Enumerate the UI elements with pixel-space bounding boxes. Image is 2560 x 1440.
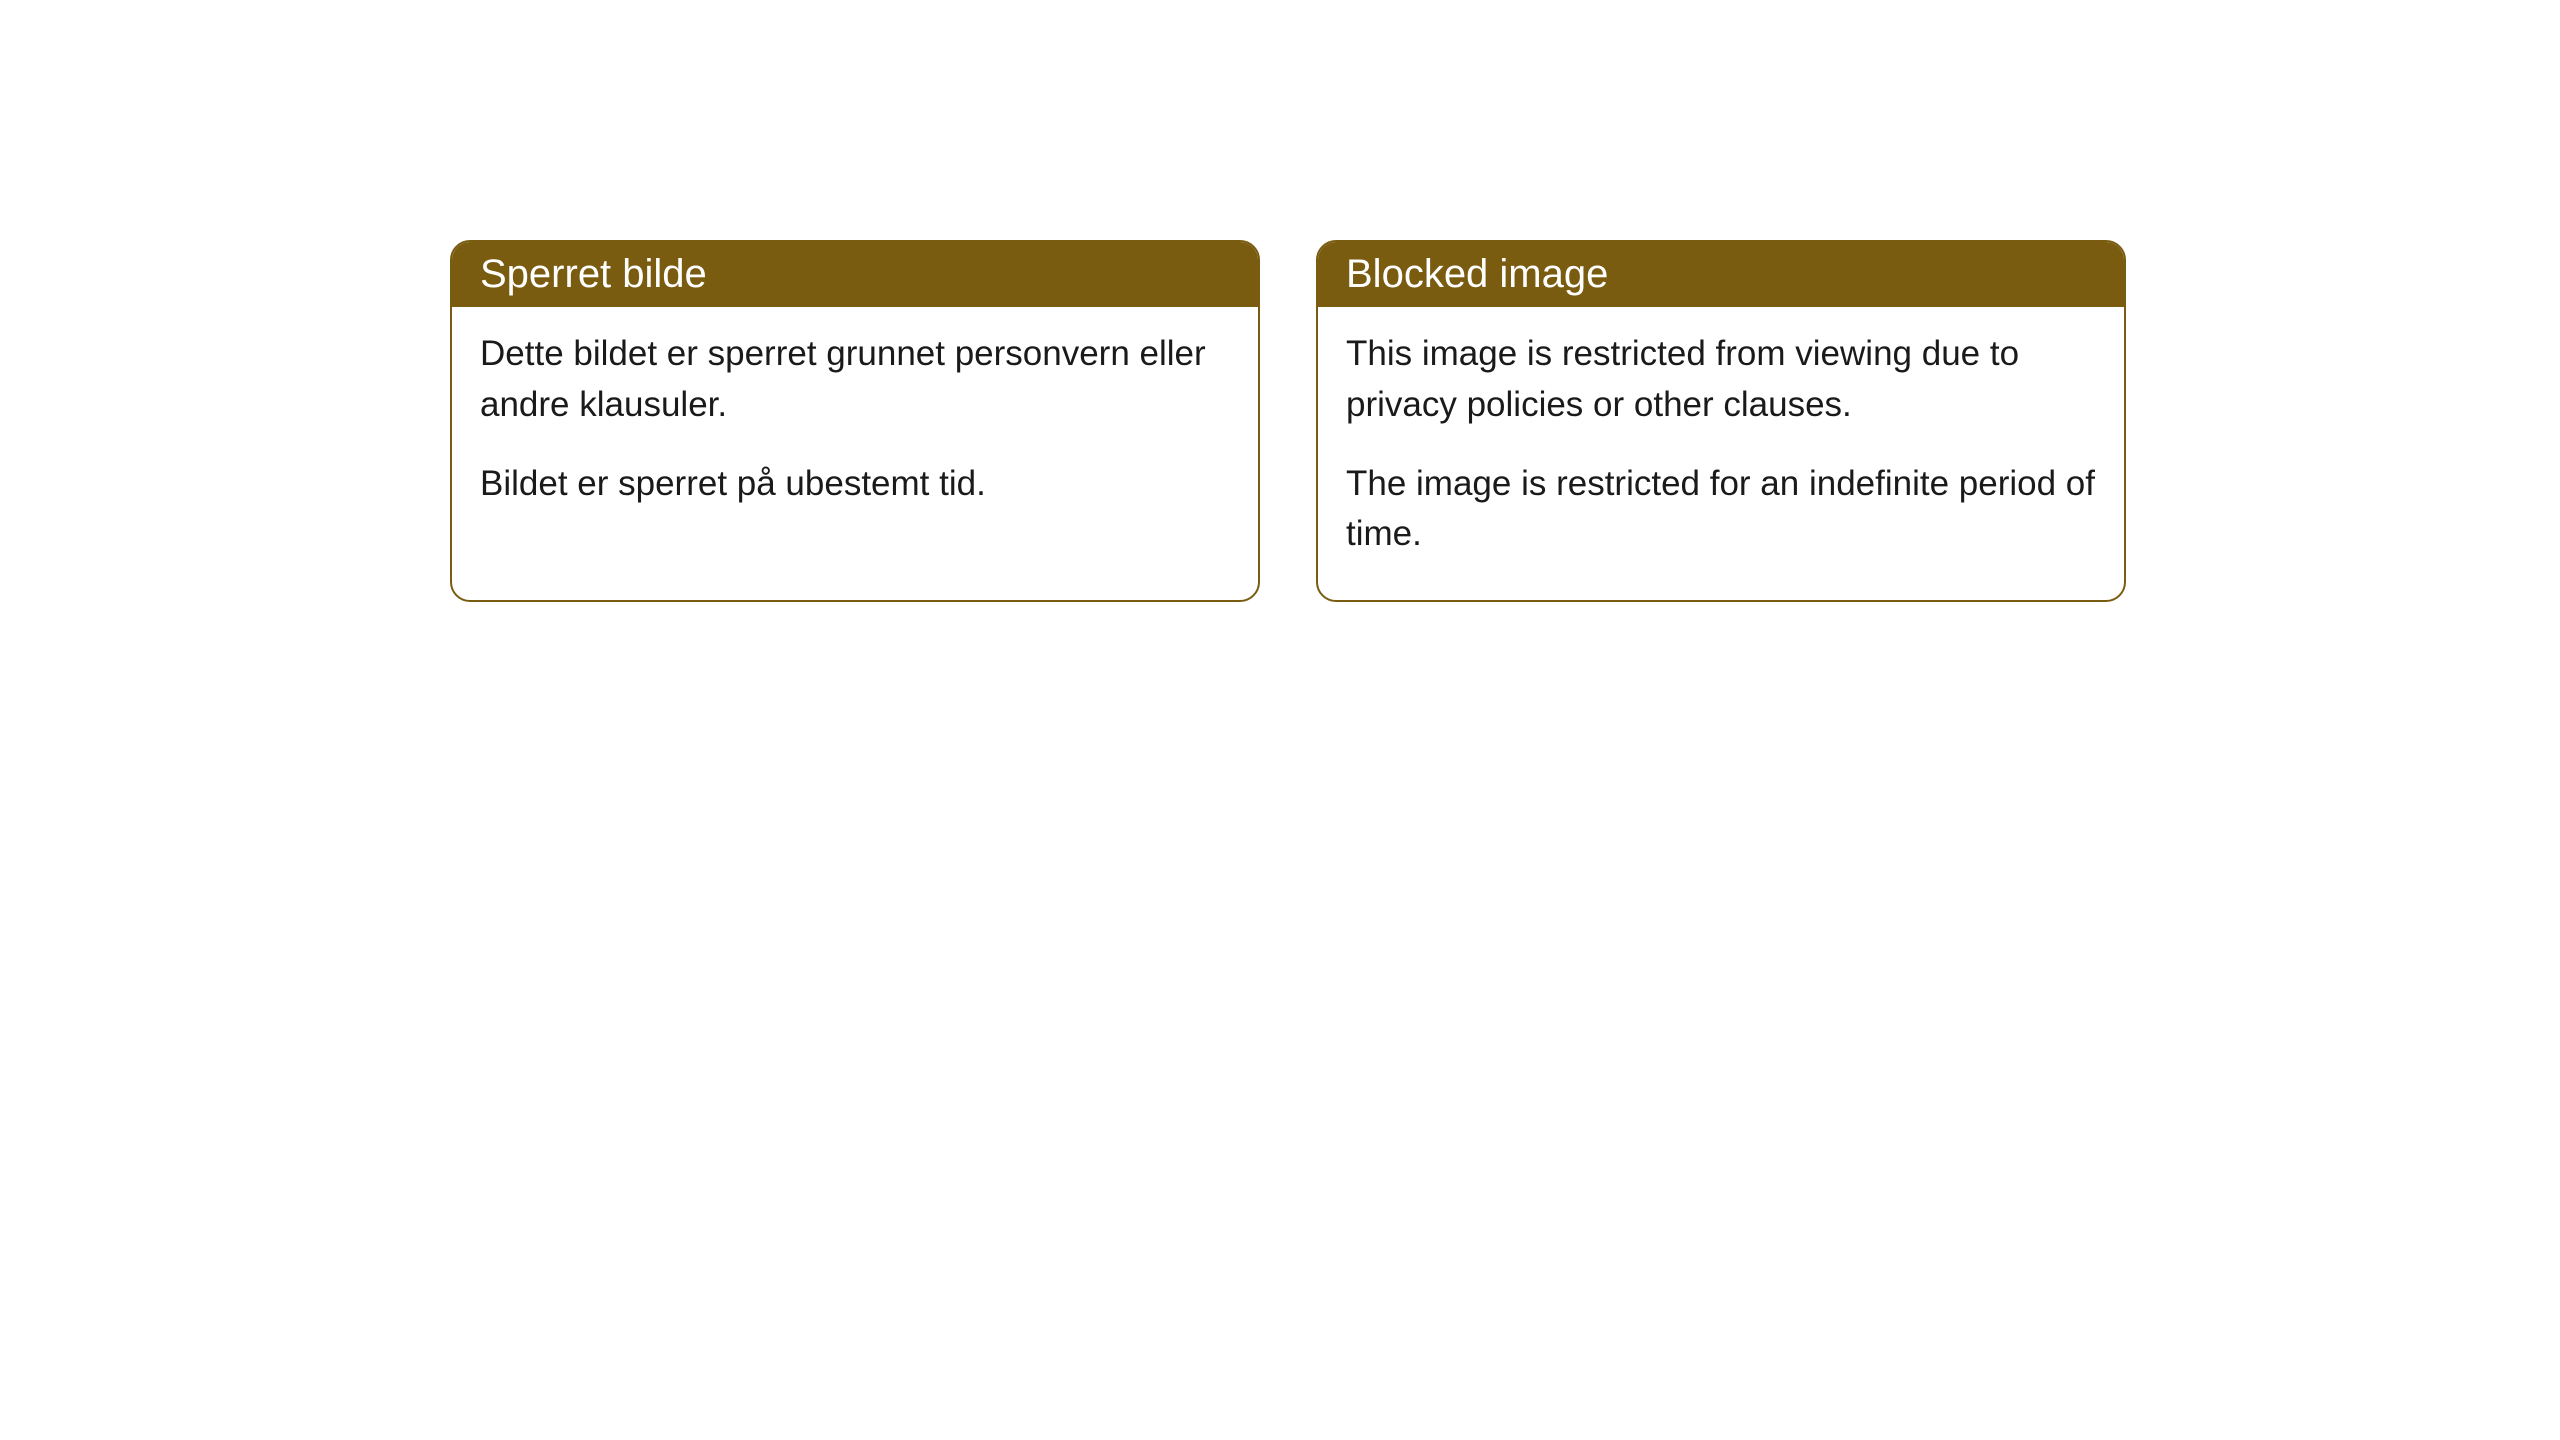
card-header-en: Blocked image <box>1318 242 2124 307</box>
card-title-en: Blocked image <box>1346 252 1608 296</box>
card-header-no: Sperret bilde <box>452 242 1258 307</box>
blocked-image-card-en: Blocked image This image is restricted f… <box>1316 240 2126 602</box>
blocked-image-card-no: Sperret bilde Dette bildet er sperret gr… <box>450 240 1260 602</box>
cards-container: Sperret bilde Dette bildet er sperret gr… <box>450 240 2126 602</box>
card-paragraph-no-2: Bildet er sperret på ubestemt tid. <box>480 459 1230 510</box>
card-paragraph-no-1: Dette bildet er sperret grunnet personve… <box>480 329 1230 431</box>
card-paragraph-en-1: This image is restricted from viewing du… <box>1346 329 2096 431</box>
card-body-no: Dette bildet er sperret grunnet personve… <box>452 307 1258 549</box>
card-paragraph-en-2: The image is restricted for an indefinit… <box>1346 459 2096 561</box>
card-title-no: Sperret bilde <box>480 252 707 296</box>
card-body-en: This image is restricted from viewing du… <box>1318 307 2124 600</box>
